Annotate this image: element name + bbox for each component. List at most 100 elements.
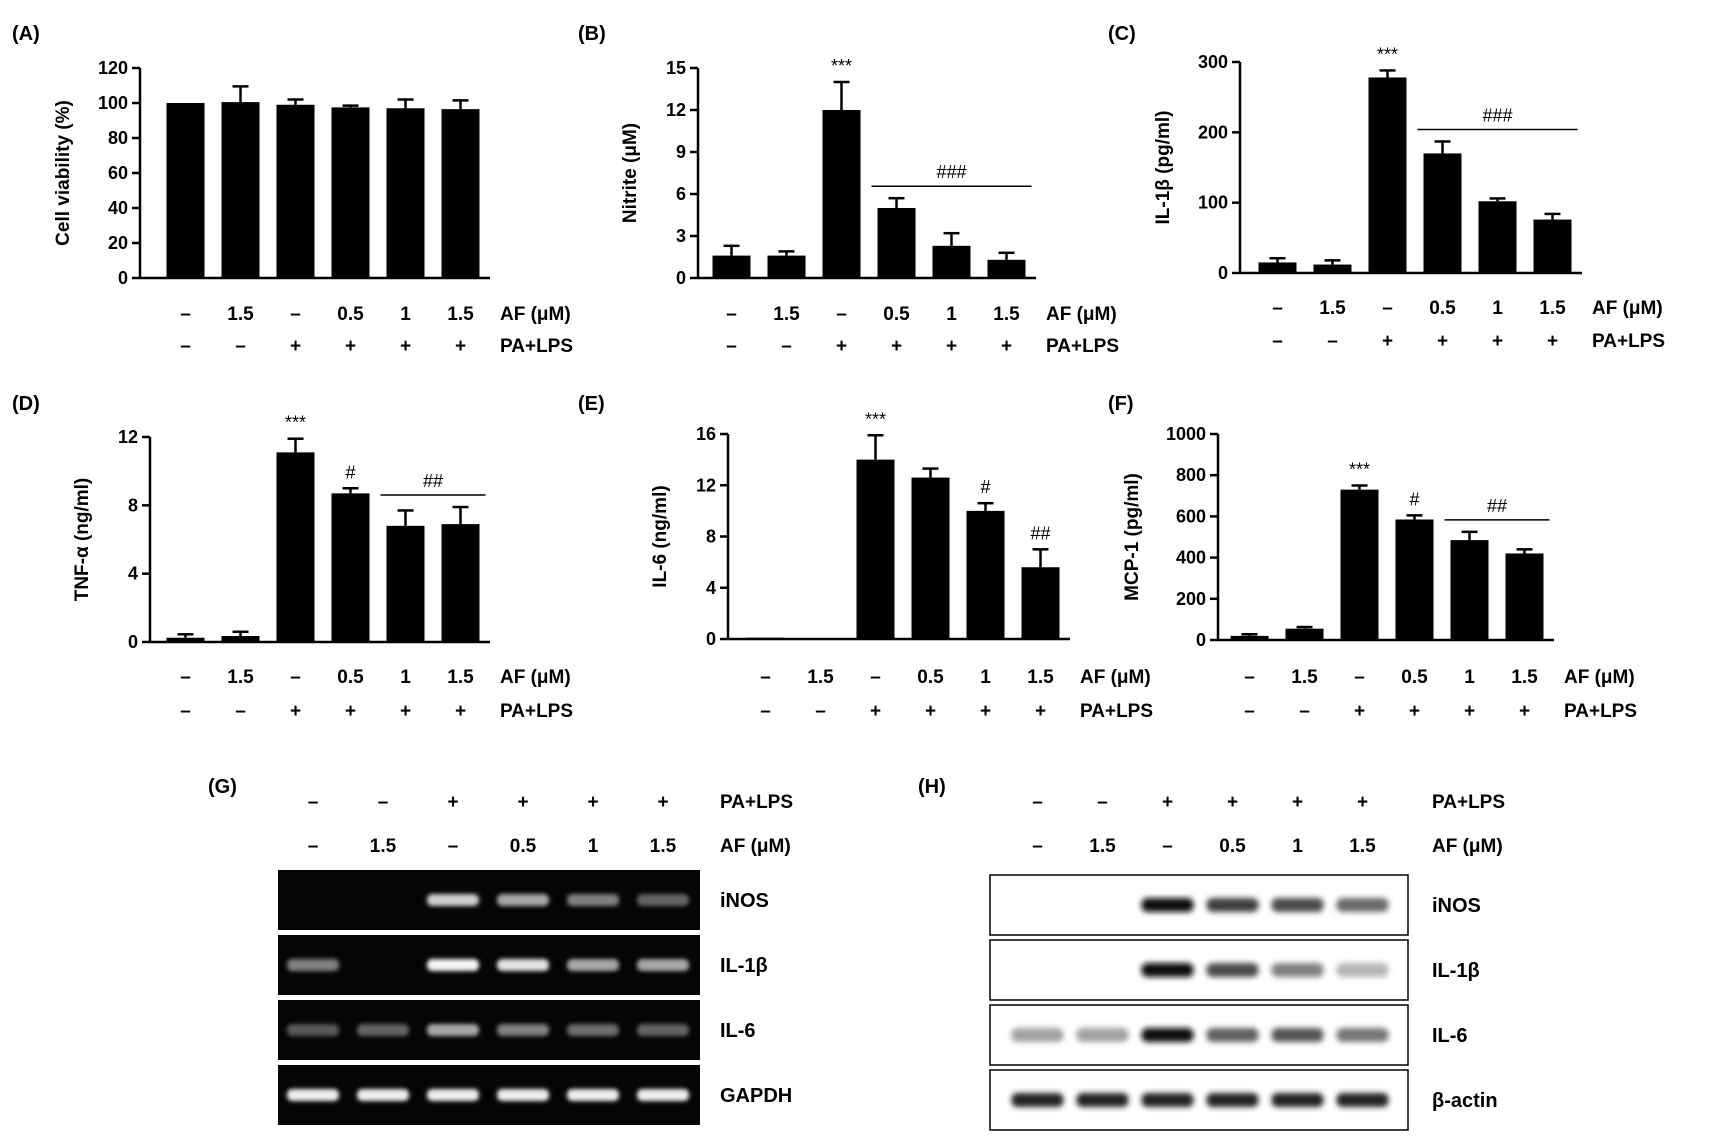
western-band	[1011, 1093, 1064, 1107]
af-condition-value: –	[836, 304, 847, 325]
pa-condition-value: +	[870, 701, 881, 722]
af-condition-value: 1.5	[650, 836, 677, 857]
significance-marker: #	[980, 477, 990, 497]
pa-condition-value: +	[1292, 792, 1303, 813]
pa-condition-value: +	[517, 792, 528, 813]
gel-band	[287, 959, 339, 971]
western-band	[1206, 1093, 1259, 1107]
y-axis-title: IL-1β (pg/ml)	[1153, 111, 1174, 225]
af-condition-value: 1	[1292, 836, 1303, 857]
significance-marker: ##	[1487, 496, 1507, 516]
pa-condition-value: +	[290, 336, 301, 357]
panel-label: (G)	[208, 776, 237, 798]
gel-band	[637, 894, 689, 906]
y-tick-label: 20	[108, 233, 128, 253]
gel-band	[497, 1024, 549, 1036]
y-tick-label: 16	[696, 424, 716, 444]
pa-condition-label: PA+LPS	[500, 336, 573, 357]
af-condition-value: –	[180, 304, 191, 325]
blot-strip: GAPDH	[278, 1065, 792, 1125]
gel-band	[567, 1024, 619, 1036]
af-condition-value: –	[760, 667, 771, 688]
pa-condition-value: +	[1547, 331, 1558, 352]
af-condition-value: 1	[400, 304, 411, 325]
af-condition-value: 0.5	[337, 304, 364, 325]
pa-condition-value: +	[345, 701, 356, 722]
pa-condition-value: –	[726, 336, 737, 357]
pa-condition-value: –	[1272, 331, 1283, 352]
pa-condition-value: +	[400, 701, 411, 722]
pa-condition-value: +	[1464, 701, 1475, 722]
blot-row-label: IL-6	[720, 1020, 756, 1042]
blot-panel: (H) – – + + + + – 1.5 – 0.5 1 1.5 PA+LPS AF (μM) iNOS IL…	[918, 776, 1505, 1131]
pa-condition-value: –	[760, 701, 771, 722]
pa-condition-value: –	[235, 701, 246, 722]
y-tick-label: 40	[108, 198, 128, 218]
af-condition-value: 1.5	[370, 836, 397, 857]
blots-layer: (G) – – + + + + – 1.5 – 0.5 1 1.5 PA+LPS AF (μM) iNOS IL…	[208, 776, 1505, 1131]
pa-condition-value: +	[836, 336, 847, 357]
pa-condition-value: +	[1409, 701, 1420, 722]
blot-strip: β-actin	[989, 1069, 1498, 1131]
gel-band	[637, 959, 689, 971]
western-band	[1336, 1028, 1389, 1042]
af-condition-value: –	[1272, 298, 1283, 319]
western-band	[1206, 963, 1259, 977]
bar	[712, 255, 751, 278]
y-tick-label: 0	[676, 268, 686, 288]
af-condition-value: –	[448, 836, 459, 857]
pa-condition-value: +	[946, 336, 957, 357]
af-condition-value: 1	[588, 836, 599, 857]
gel-strip-background	[278, 935, 700, 995]
significance-marker: ***	[1349, 460, 1370, 480]
western-band	[1271, 963, 1324, 977]
pa-condition-value: +	[925, 701, 936, 722]
blot-row-label: iNOS	[1432, 895, 1481, 917]
panel-label: (D)	[12, 393, 40, 415]
bar	[166, 103, 205, 278]
gel-band	[497, 894, 549, 906]
gel-band	[637, 1024, 689, 1036]
blot-panel: (G) – – + + + + – 1.5 – 0.5 1 1.5 PA+LPS AF (μM) iNOS IL…	[208, 776, 793, 1125]
bar	[386, 108, 425, 278]
bar	[1478, 201, 1517, 273]
gel-band	[287, 1024, 339, 1036]
blot-strip: iNOS	[989, 874, 1481, 936]
gel-band	[427, 894, 479, 906]
pa-condition-label: PA+LPS	[500, 701, 573, 722]
af-condition-value: 1.5	[773, 304, 800, 325]
blot-strip: IL-6	[278, 1000, 756, 1060]
af-condition-value: 1	[1464, 667, 1475, 688]
y-tick-label: 300	[1198, 52, 1228, 72]
bar	[331, 493, 370, 642]
pa-condition-value: +	[657, 792, 668, 813]
y-tick-label: 0	[706, 629, 716, 649]
significance-marker: ###	[1482, 105, 1512, 125]
af-condition-value: 1.5	[1089, 836, 1116, 857]
bar	[932, 245, 971, 278]
pa-condition-value: –	[378, 792, 389, 813]
blot-row-label: IL-1β	[720, 955, 768, 977]
af-condition-value: –	[870, 667, 881, 688]
significance-marker: ***	[285, 413, 306, 433]
blot-strip: iNOS	[278, 870, 769, 930]
af-condition-label: AF (μM)	[500, 667, 571, 688]
western-strip-background	[989, 939, 1409, 1001]
af-condition-value: –	[290, 667, 301, 688]
western-band	[1336, 963, 1389, 977]
gel-band	[497, 959, 549, 971]
bar	[331, 107, 370, 278]
pa-condition-label: PA+LPS	[1046, 336, 1119, 357]
af-condition-value: –	[290, 304, 301, 325]
pa-condition-value: –	[1327, 331, 1338, 352]
af-condition-value: –	[180, 667, 191, 688]
pa-condition-value: +	[1382, 331, 1393, 352]
bar	[386, 525, 425, 642]
y-tick-label: 1000	[1166, 424, 1206, 444]
y-tick-label: 4	[128, 564, 138, 584]
gel-band	[637, 1089, 689, 1101]
bar	[856, 459, 895, 639]
western-band	[1206, 1028, 1259, 1042]
pa-condition-value: +	[587, 792, 598, 813]
